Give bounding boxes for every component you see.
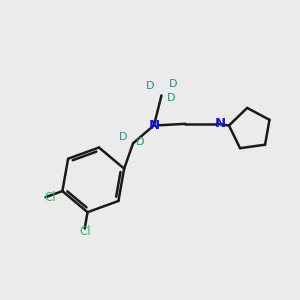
Text: D: D [119, 132, 128, 142]
Text: D: D [169, 79, 177, 89]
Text: D: D [146, 81, 154, 91]
Text: Cl: Cl [44, 191, 56, 204]
Text: D: D [135, 137, 144, 147]
Text: Cl: Cl [79, 225, 91, 238]
Text: N: N [215, 117, 226, 130]
Text: N: N [148, 119, 160, 132]
Text: D: D [167, 94, 175, 103]
